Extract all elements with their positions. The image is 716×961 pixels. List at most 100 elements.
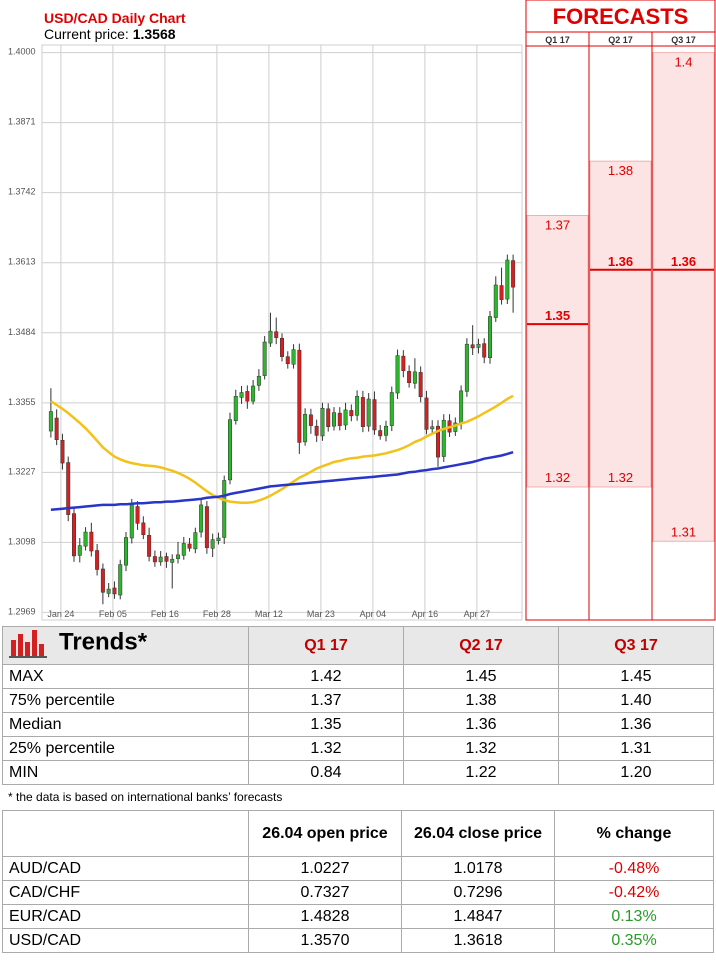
candle-body xyxy=(488,316,492,358)
x-tick-label: Mar 12 xyxy=(255,609,283,619)
x-tick-label: Apr 04 xyxy=(360,609,387,619)
candle-body xyxy=(129,504,134,539)
forecast-band xyxy=(526,214,589,488)
moving-averages xyxy=(50,394,514,512)
candle-body xyxy=(441,419,446,457)
table-row: Median 1.35 1.36 1.36 xyxy=(2,712,714,737)
fx-header-close: 26.04 close price xyxy=(401,810,555,857)
y-tick-label: 1.3484 xyxy=(8,327,36,337)
candle-body xyxy=(349,410,354,417)
candle-body xyxy=(95,550,100,570)
fx-open: 1.0227 xyxy=(248,856,402,881)
candle-body xyxy=(389,392,394,426)
candle-body xyxy=(366,398,371,427)
candle-body xyxy=(360,397,365,427)
candle-body xyxy=(308,414,313,426)
trends-col-q2: Q2 17 xyxy=(403,626,559,665)
table-cell: 1.37 xyxy=(248,688,404,713)
table-cell: 1.32 xyxy=(403,736,559,761)
y-axis: 1.4000 1.3871 1.3742 1.3613 1.3484 1.3355 1.32… xyxy=(8,47,36,617)
candle-body xyxy=(511,260,516,288)
y-tick-label: 1.3098 xyxy=(8,536,36,546)
forecast-median-label: 1.36 xyxy=(608,254,633,269)
forecast-median-label: 1.36 xyxy=(671,254,696,269)
candle-body xyxy=(89,531,94,552)
fx-header-change: % change xyxy=(554,810,714,857)
trends-title-cell: Trends* xyxy=(2,626,249,665)
fx-open: 0.7327 xyxy=(248,880,402,905)
fx-close: 1.3618 xyxy=(401,928,555,953)
grid-lines xyxy=(41,44,523,621)
candle-body xyxy=(106,588,111,594)
candle-body xyxy=(83,531,88,547)
forecast-min-label: 1.32 xyxy=(545,470,570,485)
candle-body xyxy=(233,396,238,421)
candle-body xyxy=(170,558,175,563)
table-cell: 1.22 xyxy=(403,760,559,785)
forecast-median-label: 1.35 xyxy=(545,308,570,323)
candle-body xyxy=(268,330,273,344)
y-tick-label: 1.3355 xyxy=(8,397,36,407)
fx-open: 1.3570 xyxy=(248,928,402,953)
chart-area: 1.4000 1.3871 1.3742 1.3613 1.3484 1.3355 1.32… xyxy=(8,0,716,621)
x-tick-label: Mar 23 xyxy=(307,609,335,619)
y-tick-label: 1.3227 xyxy=(8,466,36,476)
trends-col-q3: Q3 17 xyxy=(558,626,714,665)
candle-body xyxy=(355,396,360,416)
table-row: MAX 1.42 1.45 1.45 xyxy=(2,664,714,689)
candle-body xyxy=(459,390,464,424)
candle-body xyxy=(337,412,342,426)
candlesticks xyxy=(48,254,516,605)
candle-body xyxy=(66,462,71,515)
candle-body xyxy=(274,331,279,338)
candle-body xyxy=(100,568,105,593)
x-tick-label: Apr 16 xyxy=(412,609,439,619)
candle-body xyxy=(199,504,204,533)
candle-body xyxy=(430,426,435,430)
candle-body xyxy=(77,545,82,556)
candle-body xyxy=(147,535,152,557)
forecast-max-label: 1.4 xyxy=(674,55,692,70)
moving-average-slow xyxy=(50,451,514,512)
fx-pair: CAD/CHF xyxy=(2,880,249,905)
table-cell: 1.20 xyxy=(558,760,714,785)
moving-average-fast xyxy=(50,394,514,504)
candle-body xyxy=(499,285,504,300)
current-price-caption: Current price: xyxy=(44,26,129,42)
fx-change: -0.48% xyxy=(554,856,714,881)
candle-body xyxy=(285,356,290,364)
candle-body xyxy=(482,343,487,358)
candle-body xyxy=(280,337,284,357)
fx-header-row: 26.04 open price 26.04 close price % cha… xyxy=(2,810,714,857)
candle-body xyxy=(470,344,475,349)
candle-body xyxy=(135,506,140,524)
candle-body xyxy=(395,355,400,394)
trends-header-row: Trends* Q1 17 Q2 17 Q3 17 xyxy=(2,626,714,665)
current-price-value: 1.3568 xyxy=(133,26,176,42)
candle-body xyxy=(418,372,423,398)
y-tick-label: 1.3742 xyxy=(8,187,36,197)
table-row: EUR/CAD 1.4828 1.4847 0.13% xyxy=(2,904,714,929)
candle-body xyxy=(384,425,388,436)
row-label-25: 25% percentile xyxy=(2,736,249,761)
candle-body xyxy=(303,413,308,443)
forecast-band xyxy=(652,52,715,542)
candle-body xyxy=(60,440,65,464)
y-tick-label: 1.3871 xyxy=(8,117,36,127)
candle-body xyxy=(407,371,412,383)
table-cell: 1.35 xyxy=(248,712,404,737)
fx-pair: EUR/CAD xyxy=(2,904,249,929)
trends-table: Trends* Q1 17 Q2 17 Q3 17 MAX 1.42 1.45 … xyxy=(2,626,714,785)
x-tick-label: Feb 16 xyxy=(151,609,179,619)
candle-body xyxy=(297,349,302,443)
candle-body xyxy=(164,556,169,562)
current-price-label: Current price: 1.3568 xyxy=(44,26,176,42)
x-tick-label: Feb 28 xyxy=(203,609,231,619)
row-label-median: Median xyxy=(2,712,249,737)
table-cell: 1.40 xyxy=(558,688,714,713)
fx-change: 0.13% xyxy=(554,904,714,929)
candle-body xyxy=(412,371,417,384)
forecast-min-label: 1.32 xyxy=(608,470,633,485)
forecast-band xyxy=(589,160,652,488)
candle-body xyxy=(222,480,227,538)
